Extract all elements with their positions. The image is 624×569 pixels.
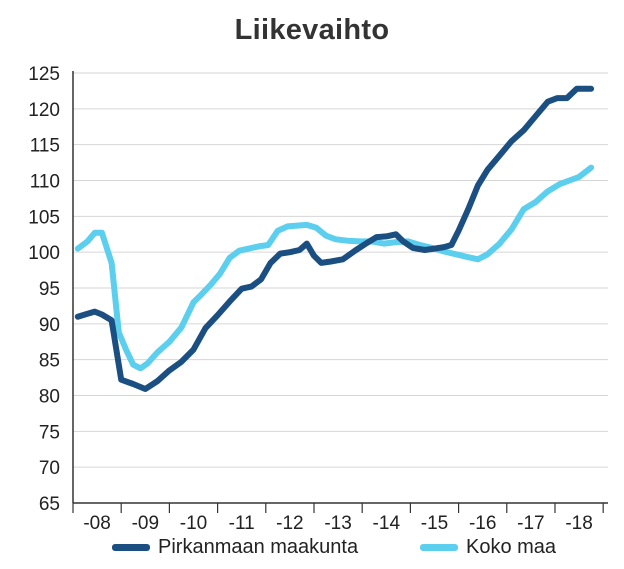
legend: Pirkanmaan maakunta Koko maa	[0, 536, 624, 564]
legend-label-series-0: Pirkanmaan maakunta	[158, 536, 359, 558]
y-tick-label: 100	[28, 243, 60, 264]
x-tick-label: -13	[324, 513, 351, 534]
y-tick-label: 65	[39, 494, 60, 515]
series-lines	[74, 85, 595, 392]
x-tick-label: -17	[517, 513, 544, 534]
series-line-1	[74, 164, 595, 372]
y-axis-ticks: 65 70 75 80 85 90 95 100 105 110 115 120 125	[28, 64, 60, 515]
y-tick-label: 95	[39, 279, 60, 300]
x-tick-label: -15	[421, 513, 448, 534]
chart-title: Liikevaihto	[234, 14, 390, 46]
y-tick-label: 110	[30, 172, 60, 193]
y-tick-label: 80	[39, 387, 60, 408]
legend-item-series-0: Pirkanmaan maakunta	[112, 536, 358, 559]
legend-label-series-1: Koko maa	[466, 536, 557, 558]
legend-item-series-1: Koko maa	[420, 536, 556, 559]
y-tick-label: 90	[39, 315, 60, 336]
x-tick-label: -10	[180, 513, 207, 534]
y-tick-label: 70	[39, 458, 60, 479]
legend-swatch-series-1	[420, 544, 458, 551]
x-tick-label: -14	[373, 513, 401, 534]
x-axis-ticks: -08 -09 -10 -11 -12 -13 -14 -15 -16 -17 -18	[72, 503, 604, 534]
y-tick-label: 75	[39, 422, 60, 443]
y-tick-label: 120	[28, 100, 60, 121]
axes	[72, 71, 608, 504]
series-line-0	[74, 85, 595, 392]
gridlines	[73, 72, 608, 468]
x-tick-label: -09	[132, 513, 159, 534]
x-tick-label: -12	[276, 513, 303, 534]
y-tick-label: 115	[30, 136, 60, 157]
y-tick-label: 85	[39, 351, 60, 372]
x-tick-label: -11	[229, 513, 255, 534]
x-tick-label: -08	[83, 513, 110, 534]
x-tick-label: -16	[469, 513, 496, 534]
x-tick-label: -18	[565, 513, 592, 534]
y-tick-label: 125	[28, 64, 60, 85]
y-tick-label: 105	[28, 207, 60, 228]
legend-swatch-series-0	[112, 544, 150, 551]
